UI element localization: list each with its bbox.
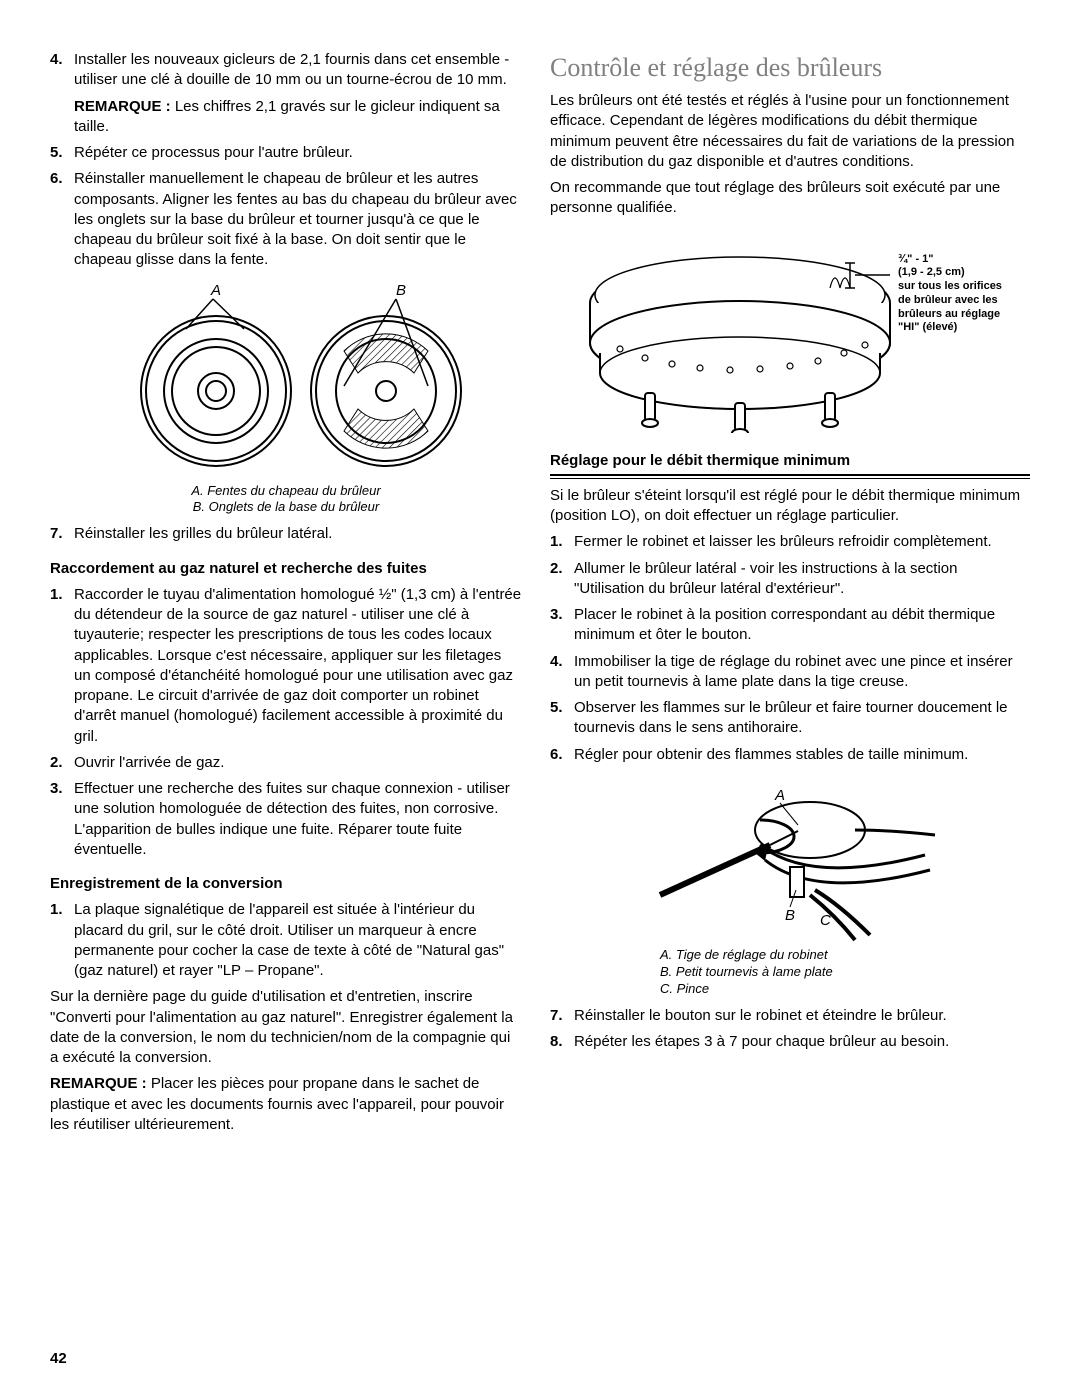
fig-label-b: B [785,907,795,924]
remark-1: REMARQUE : Les chiffres 2,1 gravés sur l… [74,97,522,138]
step-text: Placer le robinet à la position correspo… [574,605,1030,646]
subhead-raccordement: Raccordement au gaz naturel et recherche… [50,559,522,579]
step-item: 1.Raccorder le tuyau d'alimentation homo… [50,585,522,747]
ruled-heading: Réglage pour le débit thermique minimum [550,451,1030,476]
step-list-3: 7. Réinstaller les grilles du brûleur la… [50,524,522,544]
step-text: Allumer le brûleur latéral - voir les in… [574,559,1030,600]
remark-label: REMARQUE : [74,98,175,115]
remark-label: REMARQUE : [50,1075,151,1092]
step-item: 7.Réinstaller le bouton sur le robinet e… [550,1006,1030,1026]
burner-diagram-svg: A B [96,281,476,481]
step-number: 4. [50,50,74,91]
step-text: Ouvrir l'arrivée de gaz. [74,753,522,773]
step-number: 8. [550,1032,574,1052]
step-number: 7. [50,524,74,544]
step-item: 5. Répéter ce processus pour l'autre brû… [50,143,522,163]
caption-line: A. Fentes du chapeau du brûleur [50,483,522,500]
fig-label-b: B [396,282,406,299]
two-column-layout: 4. Installer les nouveaux gicleurs de 2,… [50,50,1030,1141]
step-item: 6.Régler pour obtenir des flammes stable… [550,745,1030,765]
manual-page: 4. Installer les nouveaux gicleurs de 2,… [0,0,1080,1397]
right-column: Contrôle et réglage des brûleurs Les brû… [550,50,1030,1141]
step-list-6: 1.Fermer le robinet et laisser les brûle… [550,532,1030,765]
figure-adjust: A B C A. Tige de réglage du robinet B. P… [550,775,1030,998]
step-number: 2. [50,753,74,773]
step-text: Réinstaller manuellement le chapeau de b… [74,169,522,270]
step-text: Répéter ce processus pour l'autre brûleu… [74,143,522,163]
step-text: La plaque signalétique de l'appareil est… [74,900,522,981]
step-number: 4. [550,652,574,693]
step-text: Immobiliser la tige de réglage du robine… [574,652,1030,693]
step-list-2: 5. Répéter ce processus pour l'autre brû… [50,143,522,271]
step-item: 8.Répéter les étapes 3 à 7 pour chaque b… [550,1032,1030,1052]
step-number: 1. [50,900,74,981]
intro-para-1: Les brûleurs ont été testés et réglés à … [550,91,1030,172]
step-list-4: 1.Raccorder le tuyau d'alimentation homo… [50,585,522,860]
caption-line: B. Onglets de la base du brûleur [50,499,522,516]
step-item: 2.Allumer le brûleur latéral - voir les … [550,559,1030,600]
step-number: 2. [550,559,574,600]
fig-label-a: A [774,787,785,804]
step-number: 3. [50,779,74,860]
flame-line: de brûleur avec les [898,294,1028,308]
adjust-diagram-svg: A B C [640,775,940,945]
step-number: 1. [50,585,74,747]
step-item: 3.Effectuer une recherche des fuites sur… [50,779,522,860]
step-number: 5. [50,143,74,163]
step-text: Observer les flammes sur le brûleur et f… [574,698,1030,739]
fig-label-c: C [820,912,831,929]
remark-2: REMARQUE : Placer les pièces pour propan… [50,1074,522,1135]
flame-line: sur tous les orifices [898,280,1028,294]
step-text: Régler pour obtenir des flammes stables … [574,745,1030,765]
figure-caption: A. Fentes du chapeau du brûleur B. Ongle… [50,483,522,517]
step-number: 7. [550,1006,574,1026]
step-number: 6. [50,169,74,270]
paragraph: Sur la dernière page du guide d'utilisat… [50,987,522,1068]
section-title: Contrôle et réglage des brûleurs [550,50,1030,85]
flame-line: brûleurs au réglage [898,308,1028,322]
step-item: 5.Observer les flammes sur le brûleur et… [550,698,1030,739]
step-text: Réinstaller le bouton sur le robinet et … [574,1006,1030,1026]
step-item: 2.Ouvrir l'arrivée de gaz. [50,753,522,773]
flame-annotation: ¾" - 1" (1,9 - 2,5 cm) sur tous les orif… [898,253,1028,336]
step-item: 4.Immobiliser la tige de réglage du robi… [550,652,1030,693]
flame-line: (1,9 - 2,5 cm) [898,266,1028,280]
step-list-5: 1.La plaque signalétique de l'appareil e… [50,900,522,981]
step-item: 3.Placer le robinet à la position corres… [550,605,1030,646]
step-number: 5. [550,698,574,739]
step-item: 7. Réinstaller les grilles du brûleur la… [50,524,522,544]
step-number: 3. [550,605,574,646]
caption-line: C. Pince [660,981,1030,998]
step-text: Fermer le robinet et laisser les brûleur… [574,532,1030,552]
step-item: 1.La plaque signalétique de l'appareil e… [50,900,522,981]
left-column: 4. Installer les nouveaux gicleurs de 2,… [50,50,522,1141]
step-item: 1.Fermer le robinet et laisser les brûle… [550,532,1030,552]
caption-line: B. Petit tournevis à lame plate [660,964,1030,981]
step-number: 6. [550,745,574,765]
figure-flame: ¾" - 1" (1,9 - 2,5 cm) sur tous les orif… [550,233,1030,433]
step-text: Installer les nouveaux gicleurs de 2,1 f… [74,50,522,91]
flame-line: ¾" - 1" [898,253,1028,267]
step-item: 6. Réinstaller manuellement le chapeau d… [50,169,522,270]
figure-burner-cap: A B [50,281,522,517]
step-text: Raccorder le tuyau d'alimentation homolo… [74,585,522,747]
figure-caption: A. Tige de réglage du robinet B. Petit t… [660,947,1030,998]
step-number: 1. [550,532,574,552]
paragraph: Si le brûleur s'éteint lorsqu'il est rég… [550,486,1030,527]
step-text: Effectuer une recherche des fuites sur c… [74,779,522,860]
page-number: 42 [50,1350,67,1367]
fig-label-a: A [210,282,221,299]
caption-line: A. Tige de réglage du robinet [660,947,1030,964]
step-list-7: 7.Réinstaller le bouton sur le robinet e… [550,1006,1030,1053]
step-text: Répéter les étapes 3 à 7 pour chaque brû… [574,1032,1030,1052]
intro-para-2: On recommande que tout réglage des brûle… [550,178,1030,219]
step-list-1: 4. Installer les nouveaux gicleurs de 2,… [50,50,522,91]
step-item: 4. Installer les nouveaux gicleurs de 2,… [50,50,522,91]
step-text: Réinstaller les grilles du brûleur latér… [74,524,522,544]
flame-line: "HI" (élevé) [898,321,1028,335]
subhead-enregistrement: Enregistrement de la conversion [50,874,522,894]
